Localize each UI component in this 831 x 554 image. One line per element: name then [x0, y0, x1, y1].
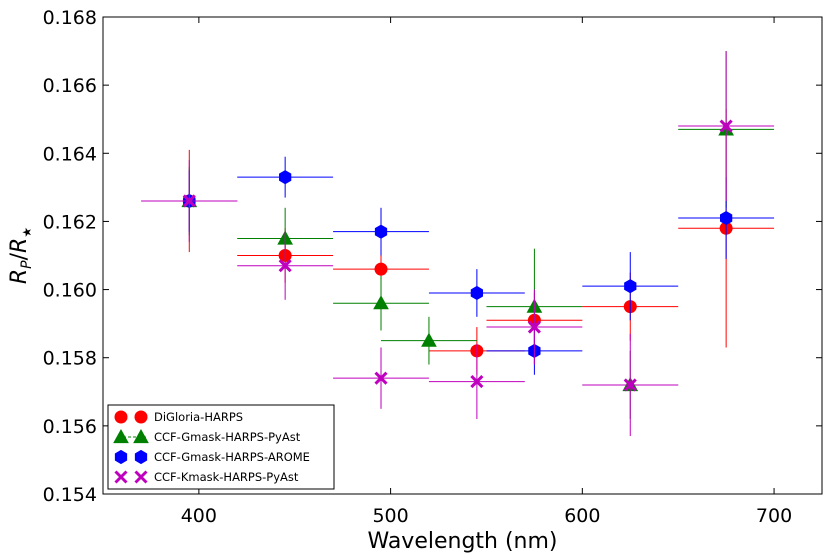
data-point	[373, 295, 389, 310]
data-point	[374, 262, 388, 276]
x-tick-label: 400	[181, 505, 217, 527]
data-point	[624, 279, 637, 294]
legend-marker	[134, 449, 148, 465]
data-point-stroke	[623, 378, 637, 392]
data-point	[470, 285, 484, 301]
y-axis-label: RP/R★	[7, 227, 35, 284]
y-tick-label: 0.168	[43, 7, 97, 29]
ticks-layer: 400 500 600 700 0.154 0.156 0.158 0.160 0.162 0.1…	[43, 7, 822, 527]
data-point	[182, 194, 196, 208]
legend-marker	[114, 449, 128, 465]
data-point-stroke	[374, 371, 388, 385]
legend-marker	[134, 470, 148, 484]
x-tick-label: 500	[372, 505, 408, 527]
series-1	[141, 108, 775, 375]
legend-label: CCF-Kmask-HARPS-PyAst	[154, 470, 299, 484]
legend-marker	[114, 470, 128, 484]
data-point	[470, 375, 484, 389]
legend-item: CCF-Gmask-HARPS-AROME	[114, 449, 310, 465]
legend-item: CCF-Gmask-HARPS-PyAst	[113, 428, 301, 444]
data-point	[374, 224, 388, 239]
y-tick-label: 0.162	[43, 211, 97, 233]
y-tick-label: 0.164	[43, 143, 97, 165]
y-tick-label: 0.158	[43, 348, 97, 370]
y-tick-label: 0.156	[43, 416, 97, 438]
x-tick-label: 600	[564, 505, 600, 527]
series-2	[141, 51, 775, 420]
legend-label: CCF-Gmask-HARPS-PyAst	[154, 430, 301, 444]
data-point	[719, 119, 733, 133]
data-point-stroke	[719, 119, 733, 133]
y-tick-label: 0.160	[43, 280, 97, 302]
data-point	[421, 332, 437, 347]
y-label-slash: /	[7, 252, 32, 260]
y-label-base2: R	[7, 238, 32, 253]
data-point-stroke	[470, 375, 484, 389]
legend-marker-stroke	[134, 470, 148, 484]
data-point	[720, 210, 733, 226]
series-4	[141, 51, 775, 437]
data-point	[527, 320, 541, 334]
data-point	[279, 170, 292, 185]
legend: DiGloria-HARPS CCF-Gmask-HARPS-PyAst CCF-G…	[107, 404, 335, 490]
series-3	[141, 156, 775, 375]
data-point	[278, 259, 292, 273]
x-axis-label: Wavelength (nm)	[367, 529, 557, 554]
data-point	[623, 378, 637, 392]
data-point	[374, 371, 388, 385]
series-layer	[141, 51, 775, 437]
data-point-stroke	[182, 194, 196, 208]
legend-marker	[134, 410, 148, 424]
legend-label: DiGloria-HARPS	[154, 410, 243, 424]
y-label-base: R	[7, 269, 32, 284]
legend-marker	[114, 410, 128, 424]
legend-item: DiGloria-HARPS	[114, 410, 243, 424]
plot-frame	[102, 16, 823, 495]
legend-marker-stroke	[114, 470, 128, 484]
legend-label: CCF-Gmask-HARPS-AROME	[154, 450, 310, 464]
legend-marker	[113, 428, 129, 444]
data-point-stroke	[278, 259, 292, 273]
data-point-stroke	[527, 320, 541, 334]
legend-marker	[133, 428, 149, 444]
y-tick-label: 0.166	[43, 75, 97, 97]
x-tick-label: 700	[756, 505, 792, 527]
y-tick-label: 0.154	[43, 484, 97, 506]
legend-item: CCF-Kmask-HARPS-PyAst	[114, 470, 299, 484]
y-label-sub2: ★	[20, 227, 34, 238]
y-label-sub1: P	[19, 260, 35, 269]
